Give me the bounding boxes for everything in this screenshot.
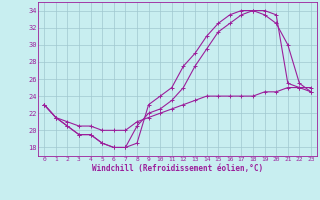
X-axis label: Windchill (Refroidissement éolien,°C): Windchill (Refroidissement éolien,°C) — [92, 164, 263, 173]
